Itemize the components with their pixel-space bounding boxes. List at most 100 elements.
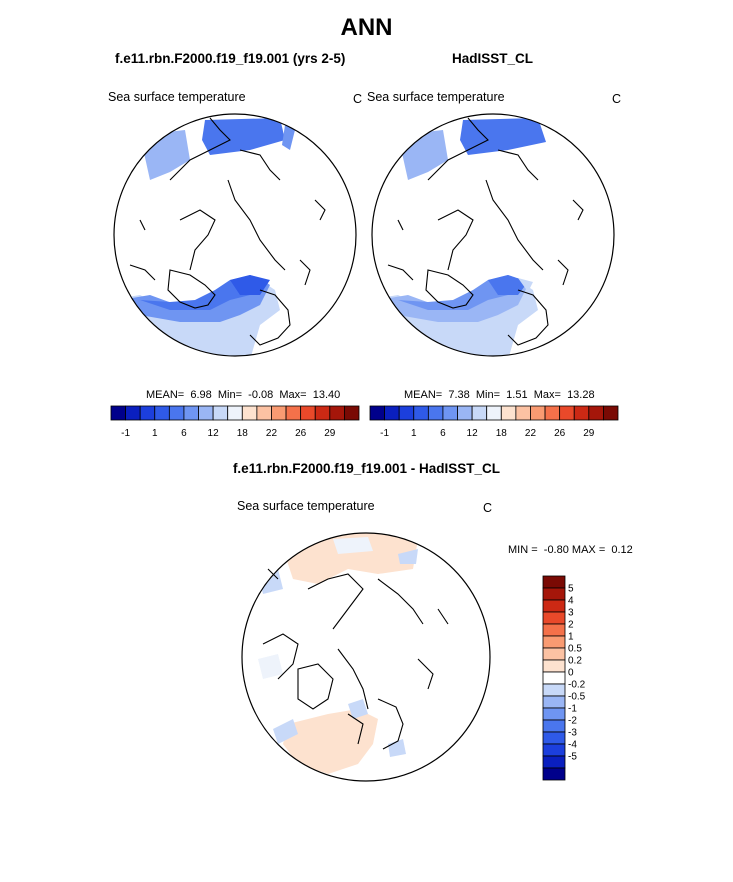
colorbar-1-box-1 <box>125 405 141 421</box>
colorbar-diff-box-4 <box>542 623 566 637</box>
colorbar-diff-box-9 <box>542 683 566 697</box>
sst-diff-fill-map <box>258 533 418 774</box>
colorbar-2-box-10 <box>515 405 531 421</box>
colorbar-2-label-5: 22 <box>525 428 537 439</box>
colorbar-2-box-6 <box>457 405 473 421</box>
colorbar-panel-1: -1 1 6 12 18 22 26 29 <box>110 405 360 439</box>
colorbar-diff-box-6 <box>542 647 566 661</box>
colorbar-1-box-10 <box>256 405 272 421</box>
colorbar-diff-box-16 <box>542 767 566 781</box>
colorbar-diff-label-9: -0.5 <box>568 692 586 703</box>
colorbar-diff-label-13: -4 <box>568 740 577 751</box>
colorbar-diff-box-8 <box>542 671 566 685</box>
colorbar-1-label-4: 18 <box>237 428 249 439</box>
diff-panel-variable: Sea surface temperature <box>237 499 375 513</box>
colorbar-diff-box-11 <box>542 707 566 721</box>
colorbar-diff-label-12: -3 <box>568 728 577 739</box>
colorbar-2-label-6: 26 <box>554 428 566 439</box>
map-diff-boundary <box>241 532 491 782</box>
colorbar-diff-label-0: 5 <box>568 584 574 595</box>
colorbar-diff-box-14 <box>542 743 566 757</box>
map-1-boundary <box>113 113 357 357</box>
colorbar-2-box-4 <box>427 405 444 421</box>
panel-1-header: f.e11.rbn.F2000.f19_f19.001 (yrs 2-5) <box>115 51 346 66</box>
panel-1-variable: Sea surface temperature <box>108 90 246 104</box>
diff-panel-stats: MIN = -0.80 MAX = 0.12 <box>508 544 633 556</box>
panel-1-units: C <box>353 92 363 106</box>
colorbar-1-label-5: 22 <box>266 428 278 439</box>
colorbar-2-label-2: 6 <box>440 428 446 439</box>
colorbar-1-box-13 <box>300 405 316 421</box>
colorbar-1-box-2 <box>139 405 156 421</box>
colorbar-diff-box-5 <box>542 635 566 649</box>
colorbar-1-box-8 <box>227 405 243 421</box>
colorbar-diff-label-1: 4 <box>568 596 574 607</box>
colorbar-1-box-9 <box>241 405 258 421</box>
colorbar-1-box-3 <box>154 405 170 421</box>
colorbar-2-label-3: 12 <box>467 428 479 439</box>
map-panel-2 <box>371 113 615 357</box>
colorbar-1-box-6 <box>198 405 214 421</box>
page-title: ANN <box>340 14 393 41</box>
colorbar-1-box-12 <box>285 405 302 421</box>
panel-1-stats: MEAN= 6.98 Min= -0.08 Max= 13.40 <box>146 389 341 401</box>
colorbar-diff-box-13 <box>542 731 566 745</box>
colorbar-2-box-11 <box>530 405 546 421</box>
colorbar-1-label-0: -1 <box>121 428 130 439</box>
diff-panel-units: C <box>483 501 493 515</box>
colorbar-2-box-9 <box>500 405 517 421</box>
colorbar-2-label-4: 18 <box>496 428 508 439</box>
map-panel-diff <box>241 532 491 782</box>
colorbar-2-box-15 <box>588 405 604 421</box>
diff-panel-header: f.e11.rbn.F2000.f19_f19.001 - HadISST_CL <box>232 461 501 476</box>
colorbar-diff-label-3: 2 <box>568 620 574 631</box>
colorbar-1-box-15 <box>329 405 345 421</box>
colorbar-2-box-7 <box>471 405 488 421</box>
colorbar-1-box-14 <box>314 405 331 421</box>
colorbar-1-box-5 <box>183 405 199 421</box>
colorbar-diff-label-6: 0.2 <box>568 656 582 667</box>
colorbar-diff-label-5: 0.5 <box>568 644 582 655</box>
colorbar-panel-2: -1 1 6 12 18 22 26 29 <box>369 405 619 439</box>
colorbar-1-box-4 <box>168 405 185 421</box>
colorbar-diff-box-2 <box>542 599 566 613</box>
colorbar-diff-box-3 <box>542 611 566 625</box>
colorbar-2-box-16 <box>603 405 619 421</box>
colorbar-1-box-0 <box>110 405 126 421</box>
colorbar-2-box-5 <box>442 405 458 421</box>
panel-2-stats: MEAN= 7.38 Min= 1.51 Max= 13.28 <box>404 389 595 401</box>
sst-fill-map-2 <box>372 118 546 356</box>
colorbar-2-box-2 <box>398 405 415 421</box>
colorbar-diff-label-14: -5 <box>568 752 577 763</box>
colorbar-1-label-2: 6 <box>181 428 187 439</box>
colorbar-diff-label-4: 1 <box>568 632 574 643</box>
colorbar-2-box-12 <box>544 405 561 421</box>
colorbar-diff-box-0 <box>542 575 566 589</box>
coastlines-map-2 <box>387 117 584 346</box>
coastlines-map-diff <box>262 568 449 750</box>
colorbar-2-box-8 <box>486 405 502 421</box>
panel-2-variable: Sea surface temperature <box>367 90 505 104</box>
colorbar-diff-label-11: -2 <box>568 716 577 727</box>
colorbar-diff-label-10: -1 <box>568 704 577 715</box>
colorbar-diff-label-2: 3 <box>568 608 574 619</box>
colorbar-diff-label-8: -0.2 <box>568 680 586 691</box>
colorbar-2-box-1 <box>384 405 400 421</box>
colorbar-diff-box-7 <box>542 659 566 673</box>
colorbar-diff-box-1 <box>542 587 566 601</box>
colorbar-diff-box-10 <box>542 695 566 709</box>
colorbar-1-label-7: 29 <box>324 428 336 439</box>
colorbar-1-label-3: 12 <box>208 428 220 439</box>
map-2-boundary <box>371 113 615 357</box>
colorbar-1-box-11 <box>271 405 287 421</box>
colorbar-diff-box-12 <box>542 719 566 733</box>
coastlines-map-1 <box>129 117 326 346</box>
colorbar-2-box-3 <box>413 405 429 421</box>
colorbar-2-label-1: 1 <box>411 428 417 439</box>
colorbar-2-box-14 <box>573 405 590 421</box>
map-panel-1 <box>113 113 357 357</box>
colorbar-diff-box-15 <box>542 755 566 769</box>
colorbar-1-box-16 <box>344 405 360 421</box>
panel-2-units: C <box>612 92 622 106</box>
